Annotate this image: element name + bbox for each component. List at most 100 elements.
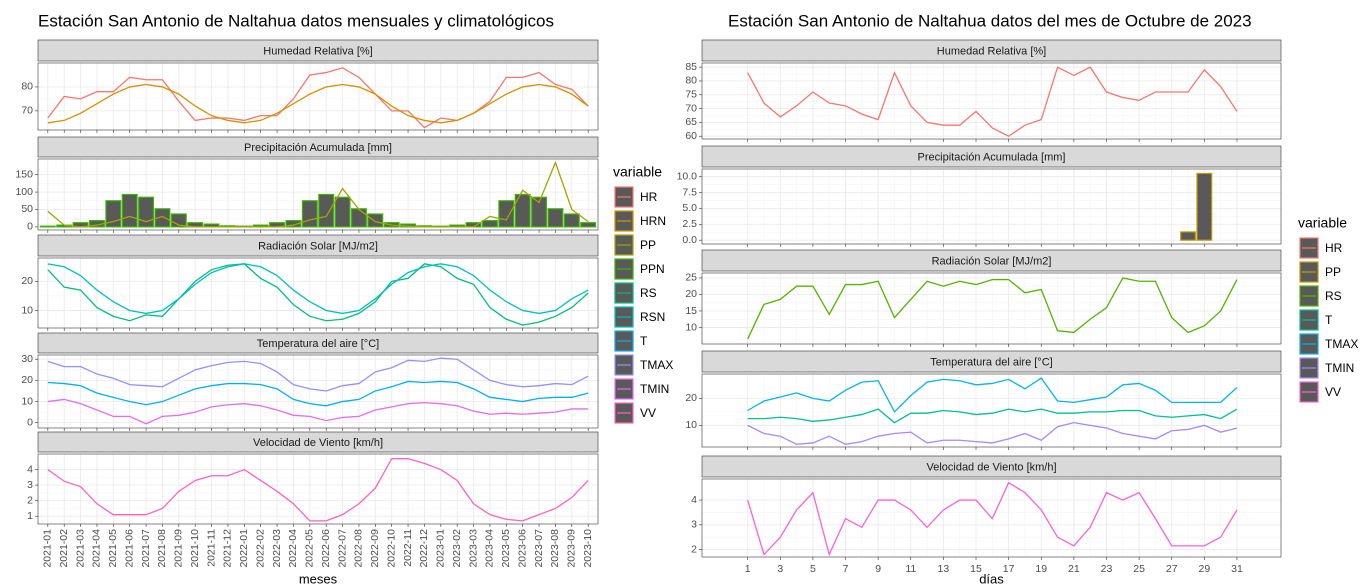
chart-title: Estación San Antonio de Naltahua datos d…: [728, 11, 1252, 30]
panel-border: [701, 168, 1282, 245]
legend-label: HRN: [640, 214, 666, 228]
y-tick-label: 20: [21, 275, 33, 287]
y-tick-label: 20: [21, 374, 33, 386]
x-tick-label: 2022-09: [369, 529, 381, 568]
y-tick-label: 100: [15, 186, 33, 198]
x-tick-label: 2021-07: [140, 529, 152, 568]
bar: [318, 193, 335, 228]
x-tick-label: 2021-08: [156, 529, 168, 568]
panel-border: [37, 158, 599, 231]
y-tick-label: 15: [685, 305, 697, 317]
line: [747, 481, 1238, 557]
strip-title: Velocidad de Viento [km/h]: [926, 461, 1056, 473]
y-tick-label: 4: [691, 494, 697, 506]
x-tick-label: 9: [875, 563, 881, 575]
legend-label: T: [640, 334, 648, 348]
bar: [350, 208, 367, 228]
line: [747, 377, 1238, 413]
x-tick-label: 2021-06: [123, 529, 135, 568]
bar: [154, 208, 171, 228]
line: [747, 66, 1238, 137]
panel-border: [701, 478, 1282, 558]
panel: [702, 374, 1281, 447]
x-tick-label: 2021-01: [42, 529, 54, 568]
y-tick-label: 5.0: [682, 202, 697, 214]
strip-title: Temperatura del aire [°C]: [257, 338, 379, 350]
x-tick-label: 29: [1198, 563, 1210, 575]
legend-title: variable: [1298, 215, 1347, 231]
y-tick-label: 10: [21, 304, 33, 316]
panel: [38, 258, 598, 328]
strip-title: Precipitación Acumulada [mm]: [244, 142, 392, 154]
legend-label: T: [1325, 313, 1333, 327]
x-tick-label: 31: [1231, 563, 1243, 575]
line: [47, 380, 589, 407]
legend-label: HR: [1325, 241, 1343, 255]
line: [47, 160, 589, 228]
bar: [1196, 172, 1213, 241]
strip: [37, 332, 599, 354]
x-tick-label: 2022-07: [336, 529, 348, 568]
x-tick-label: 2022-11: [402, 529, 414, 567]
y-tick-label: 2: [691, 543, 697, 555]
bar: [121, 193, 138, 228]
strip-title: Temperatura del aire [°C]: [930, 356, 1052, 368]
bar: [367, 213, 384, 228]
y-tick-label: 10: [685, 419, 697, 431]
bar: [563, 213, 580, 228]
panel: [702, 273, 1281, 344]
x-tick-label: 2023-10: [582, 529, 594, 568]
y-tick-label: 20: [685, 288, 697, 300]
x-tick-label: 2023-04: [484, 529, 496, 568]
x-tick-label: 27: [1166, 563, 1178, 575]
legend-label: RSN: [640, 310, 665, 324]
strip-title: Radiación Solar [MJ/m2]: [932, 255, 1052, 267]
y-tick-label: 25: [685, 272, 697, 284]
legend-label: PPN: [640, 262, 665, 276]
line: [747, 277, 1238, 340]
bar: [580, 222, 597, 228]
x-tick-label: 2023-08: [549, 529, 561, 568]
y-tick-label: 4: [27, 463, 33, 475]
y-tick-label: 3: [691, 519, 697, 531]
x-tick-label: 2021-11: [205, 529, 217, 567]
panel-border: [37, 453, 599, 525]
line: [47, 357, 589, 392]
y-tick-label: 150: [15, 168, 33, 180]
x-tick-label: 2021-05: [107, 529, 119, 568]
strip-title: Humedad Relativa [%]: [263, 45, 372, 57]
y-tick-label: 2.5: [682, 218, 697, 230]
legend-title: variable: [613, 164, 662, 180]
legend-label: VV: [1325, 385, 1341, 399]
x-tick-label: 2023-05: [500, 529, 512, 568]
bar: [498, 200, 515, 228]
line: [47, 458, 589, 522]
y-tick-label: 10.0: [677, 170, 698, 182]
panel-border: [37, 62, 599, 131]
y-tick-label: 50: [21, 203, 33, 215]
y-tick-label: 65: [685, 116, 697, 128]
x-tick-label: 2021-12: [222, 529, 234, 568]
x-tick-label: 2021-04: [91, 529, 103, 568]
legend-label: HR: [640, 190, 658, 204]
y-tick-label: 70: [685, 102, 697, 114]
strip: [37, 234, 599, 257]
bar: [334, 196, 351, 228]
bar: [301, 200, 318, 228]
line: [47, 263, 589, 315]
panel: [38, 63, 598, 130]
x-tick-label: 17: [1003, 563, 1015, 575]
line: [47, 67, 589, 129]
line: [47, 398, 589, 425]
x-tick-label: 13: [938, 563, 950, 575]
x-tick-label: 1: [745, 563, 751, 575]
panel-border: [37, 354, 599, 429]
line: [47, 263, 589, 326]
legend-label: RS: [1325, 289, 1342, 303]
x-tick-label: 2021-03: [74, 529, 86, 568]
x-tick-label: 2022-06: [320, 529, 332, 568]
x-tick-label: 2023-02: [451, 529, 463, 568]
panel-border: [37, 257, 599, 329]
line: [47, 83, 589, 124]
